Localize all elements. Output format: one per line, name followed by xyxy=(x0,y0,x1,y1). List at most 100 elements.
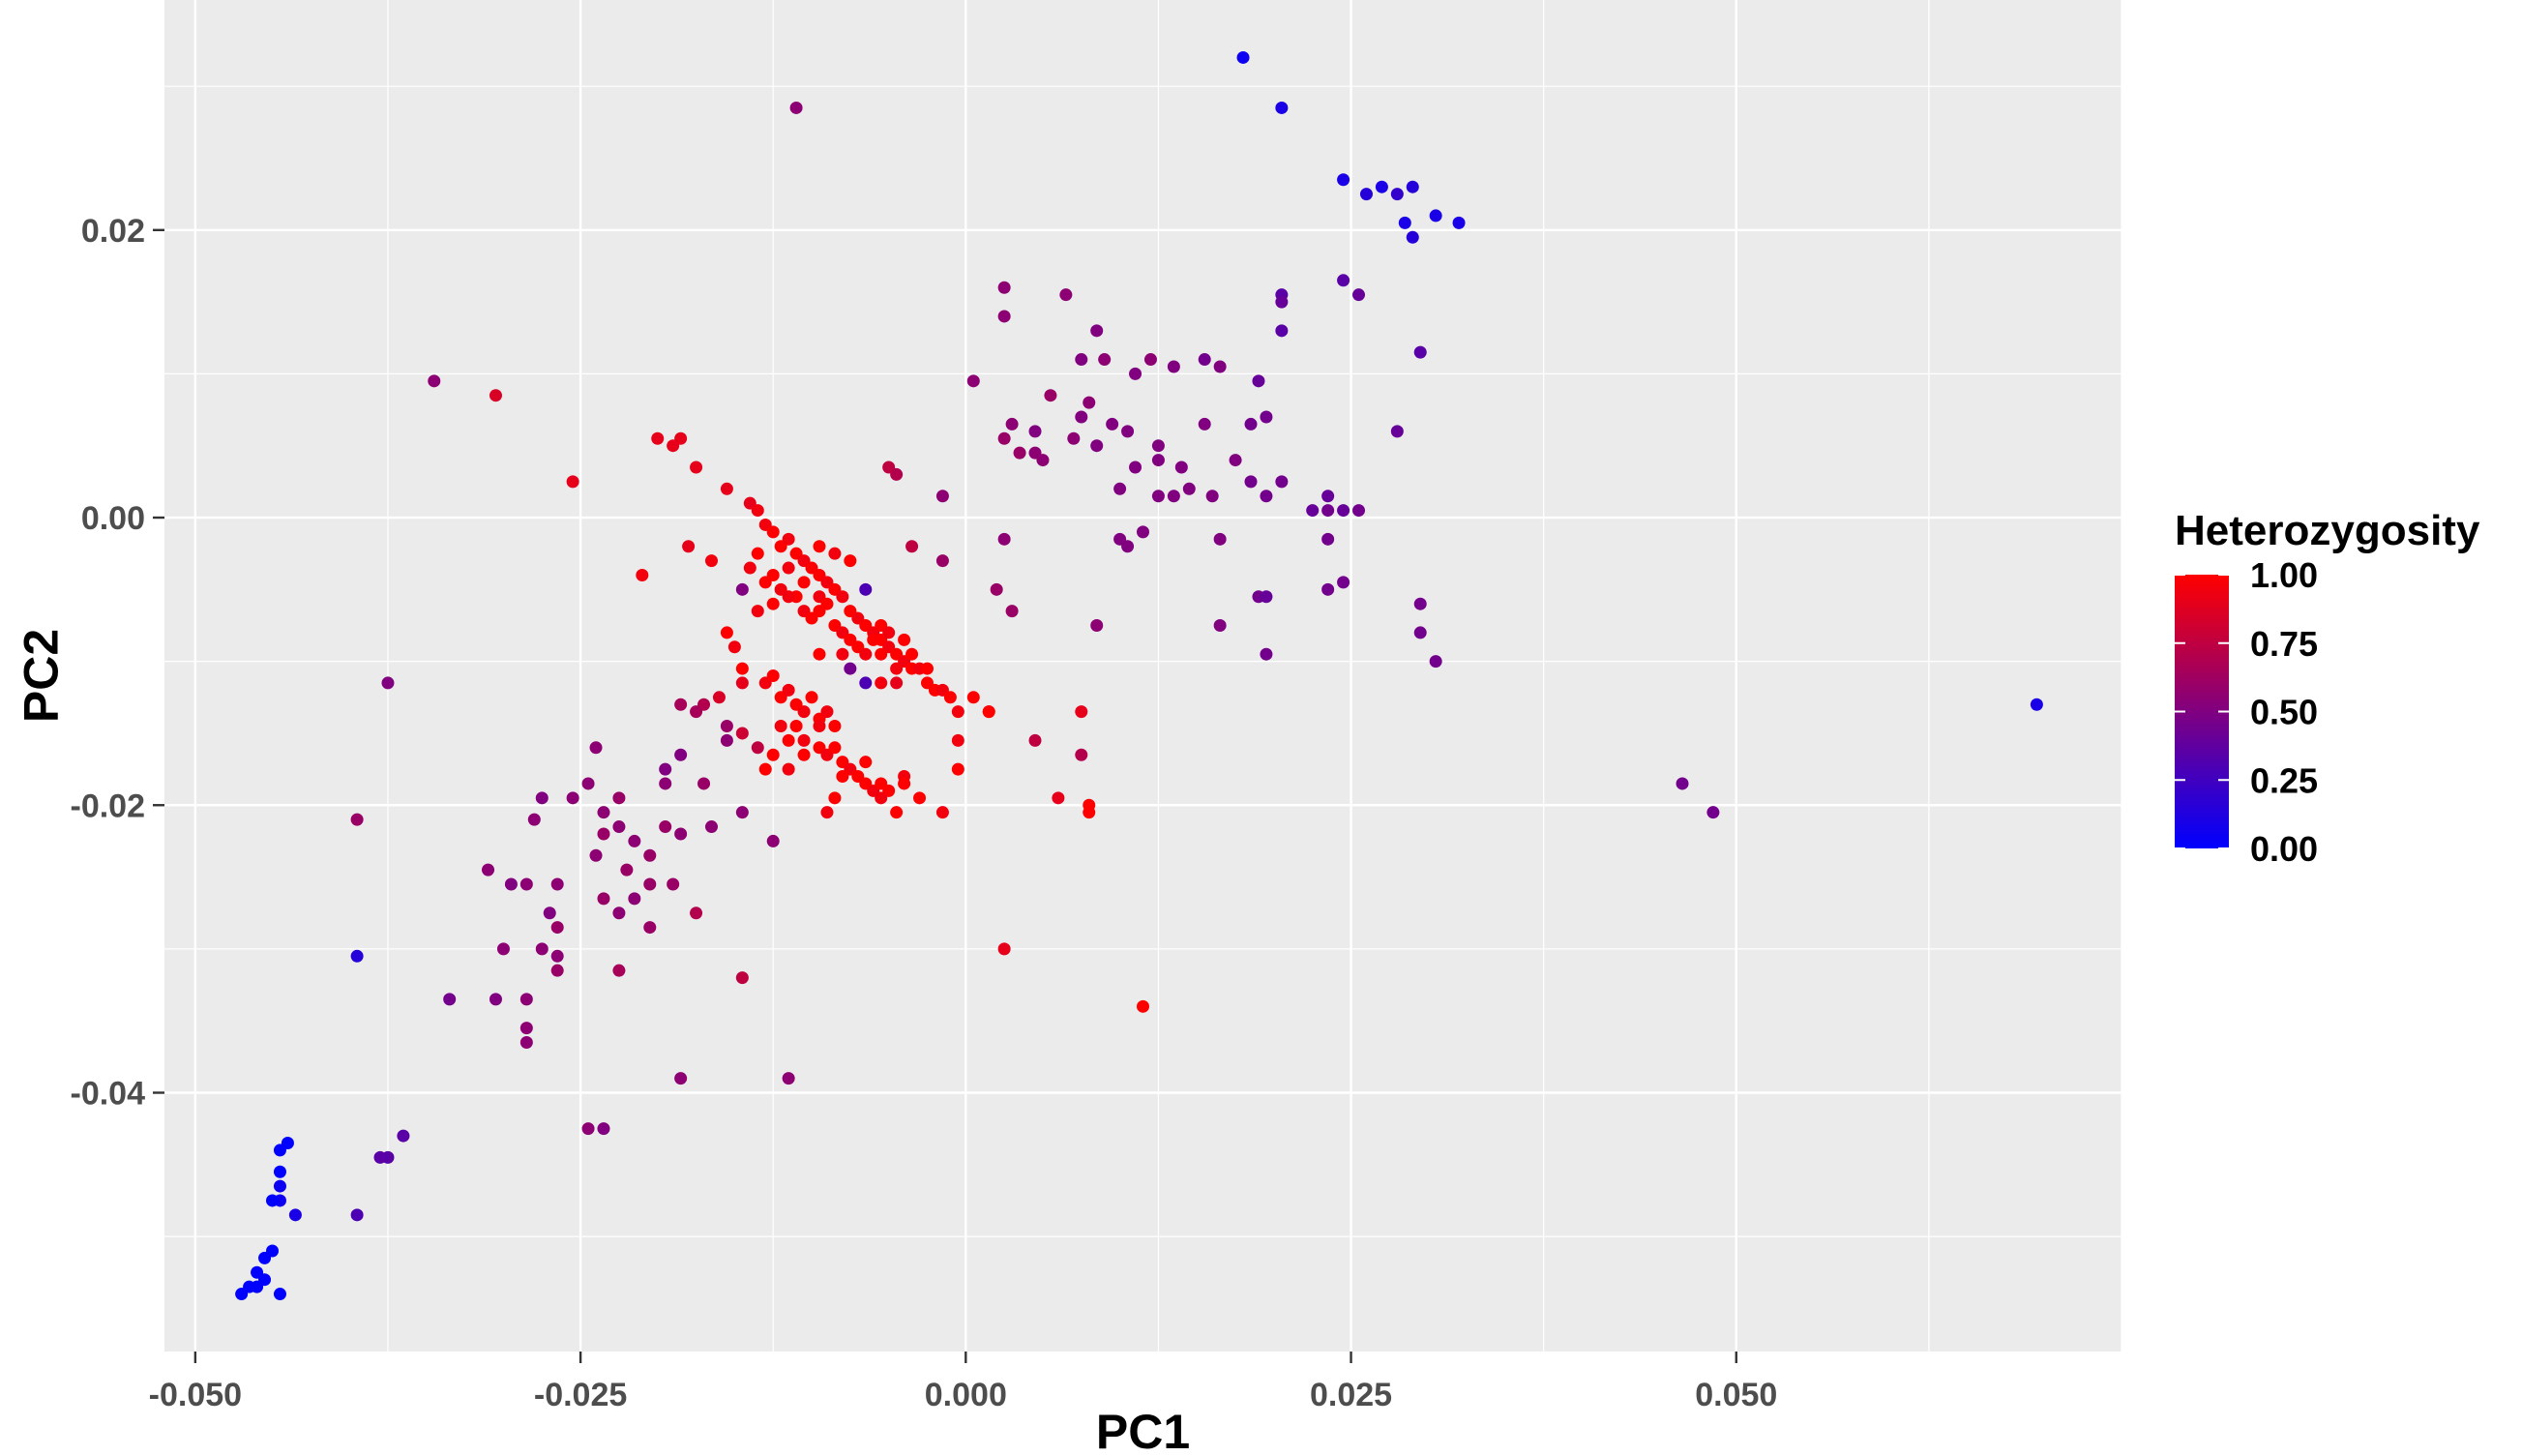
data-point xyxy=(905,647,919,661)
data-point xyxy=(1106,417,1119,431)
data-point xyxy=(898,633,911,646)
data-point xyxy=(628,892,641,906)
data-point xyxy=(550,877,564,891)
data-point xyxy=(1275,101,1289,114)
data-point xyxy=(1244,475,1258,489)
data-point xyxy=(875,791,888,805)
data-point xyxy=(1260,490,1273,503)
data-point xyxy=(782,733,795,747)
colorbar-tick-label: 1.00 xyxy=(2250,555,2318,595)
data-point xyxy=(2030,698,2043,711)
y-tick-label: 0.02 xyxy=(81,213,145,250)
data-point xyxy=(997,281,1011,294)
data-point xyxy=(805,691,818,704)
minor-gridlines xyxy=(164,0,2122,1352)
data-point xyxy=(1151,439,1165,453)
data-point xyxy=(844,662,857,675)
data-point xyxy=(667,877,680,891)
data-point xyxy=(381,676,395,690)
data-point xyxy=(766,748,780,761)
data-point xyxy=(766,597,780,610)
data-point xyxy=(782,532,795,546)
data-point xyxy=(597,806,610,819)
data-point xyxy=(288,1208,302,1222)
data-point xyxy=(1236,50,1250,64)
data-point xyxy=(550,921,564,935)
data-point xyxy=(1390,425,1404,438)
data-point xyxy=(859,676,873,690)
data-point xyxy=(813,605,826,618)
data-point xyxy=(1337,173,1350,187)
data-point xyxy=(1260,590,1273,604)
data-point xyxy=(612,906,626,920)
data-point xyxy=(636,568,649,581)
data-point xyxy=(735,971,749,985)
data-point xyxy=(1121,425,1135,438)
data-point xyxy=(836,770,849,784)
data-point xyxy=(1321,532,1335,546)
data-point xyxy=(1429,655,1442,669)
data-point xyxy=(766,669,780,682)
data-point xyxy=(820,705,834,719)
data-point xyxy=(951,762,964,776)
data-point xyxy=(1137,999,1149,1013)
data-point xyxy=(519,1035,533,1049)
data-point xyxy=(566,475,579,489)
data-point xyxy=(620,863,634,877)
data-point xyxy=(890,806,904,819)
data-point xyxy=(859,647,873,661)
data-point xyxy=(674,698,688,711)
data-point xyxy=(743,561,757,575)
data-point xyxy=(813,720,826,733)
data-point xyxy=(1083,806,1096,819)
data-point xyxy=(1028,425,1042,438)
data-point xyxy=(943,691,957,704)
data-point xyxy=(1067,431,1081,445)
data-point xyxy=(782,1072,795,1085)
x-tick-label: -0.050 xyxy=(149,1377,242,1413)
data-point xyxy=(820,806,834,819)
data-point xyxy=(997,431,1011,445)
data-point xyxy=(828,547,842,560)
data-point xyxy=(1075,410,1088,424)
y-axis-ticks: -0.04 -0.02 0.00 0.02 xyxy=(71,213,164,1112)
data-point xyxy=(496,942,510,956)
data-point xyxy=(782,762,795,776)
data-point xyxy=(1260,647,1273,661)
data-point xyxy=(589,741,603,755)
data-point xyxy=(527,813,541,826)
data-point xyxy=(704,554,718,568)
x-tick-label: -0.025 xyxy=(534,1377,627,1413)
y-tick-label: -0.02 xyxy=(71,787,146,824)
data-point xyxy=(589,848,603,862)
data-point xyxy=(1129,461,1142,474)
data-point xyxy=(1337,504,1350,518)
data-point xyxy=(504,877,518,891)
data-point xyxy=(428,374,441,388)
data-point xyxy=(1098,353,1112,367)
data-point xyxy=(951,733,964,747)
data-point xyxy=(828,741,842,755)
data-point xyxy=(482,863,495,877)
data-point xyxy=(1137,525,1149,539)
data-point xyxy=(828,720,842,733)
data-point xyxy=(519,877,533,891)
data-point xyxy=(735,727,749,740)
data-point xyxy=(1167,360,1180,373)
data-point xyxy=(566,791,579,805)
data-point xyxy=(1398,216,1411,229)
data-point xyxy=(251,1265,264,1279)
x-tick-label: 0.000 xyxy=(925,1377,1007,1413)
data-point xyxy=(1075,705,1088,719)
colorbar-legend: Heterozygosity 0.00 0.25 0.50 0.75 1.00 xyxy=(2175,507,2480,869)
data-point xyxy=(913,791,927,805)
data-point xyxy=(489,389,502,402)
data-point xyxy=(813,647,826,661)
data-point xyxy=(997,942,1011,956)
data-point xyxy=(797,576,811,589)
x-tick-label: 0.025 xyxy=(1310,1377,1392,1413)
data-point xyxy=(1229,454,1242,467)
data-point xyxy=(720,482,733,495)
data-point xyxy=(1413,345,1427,359)
